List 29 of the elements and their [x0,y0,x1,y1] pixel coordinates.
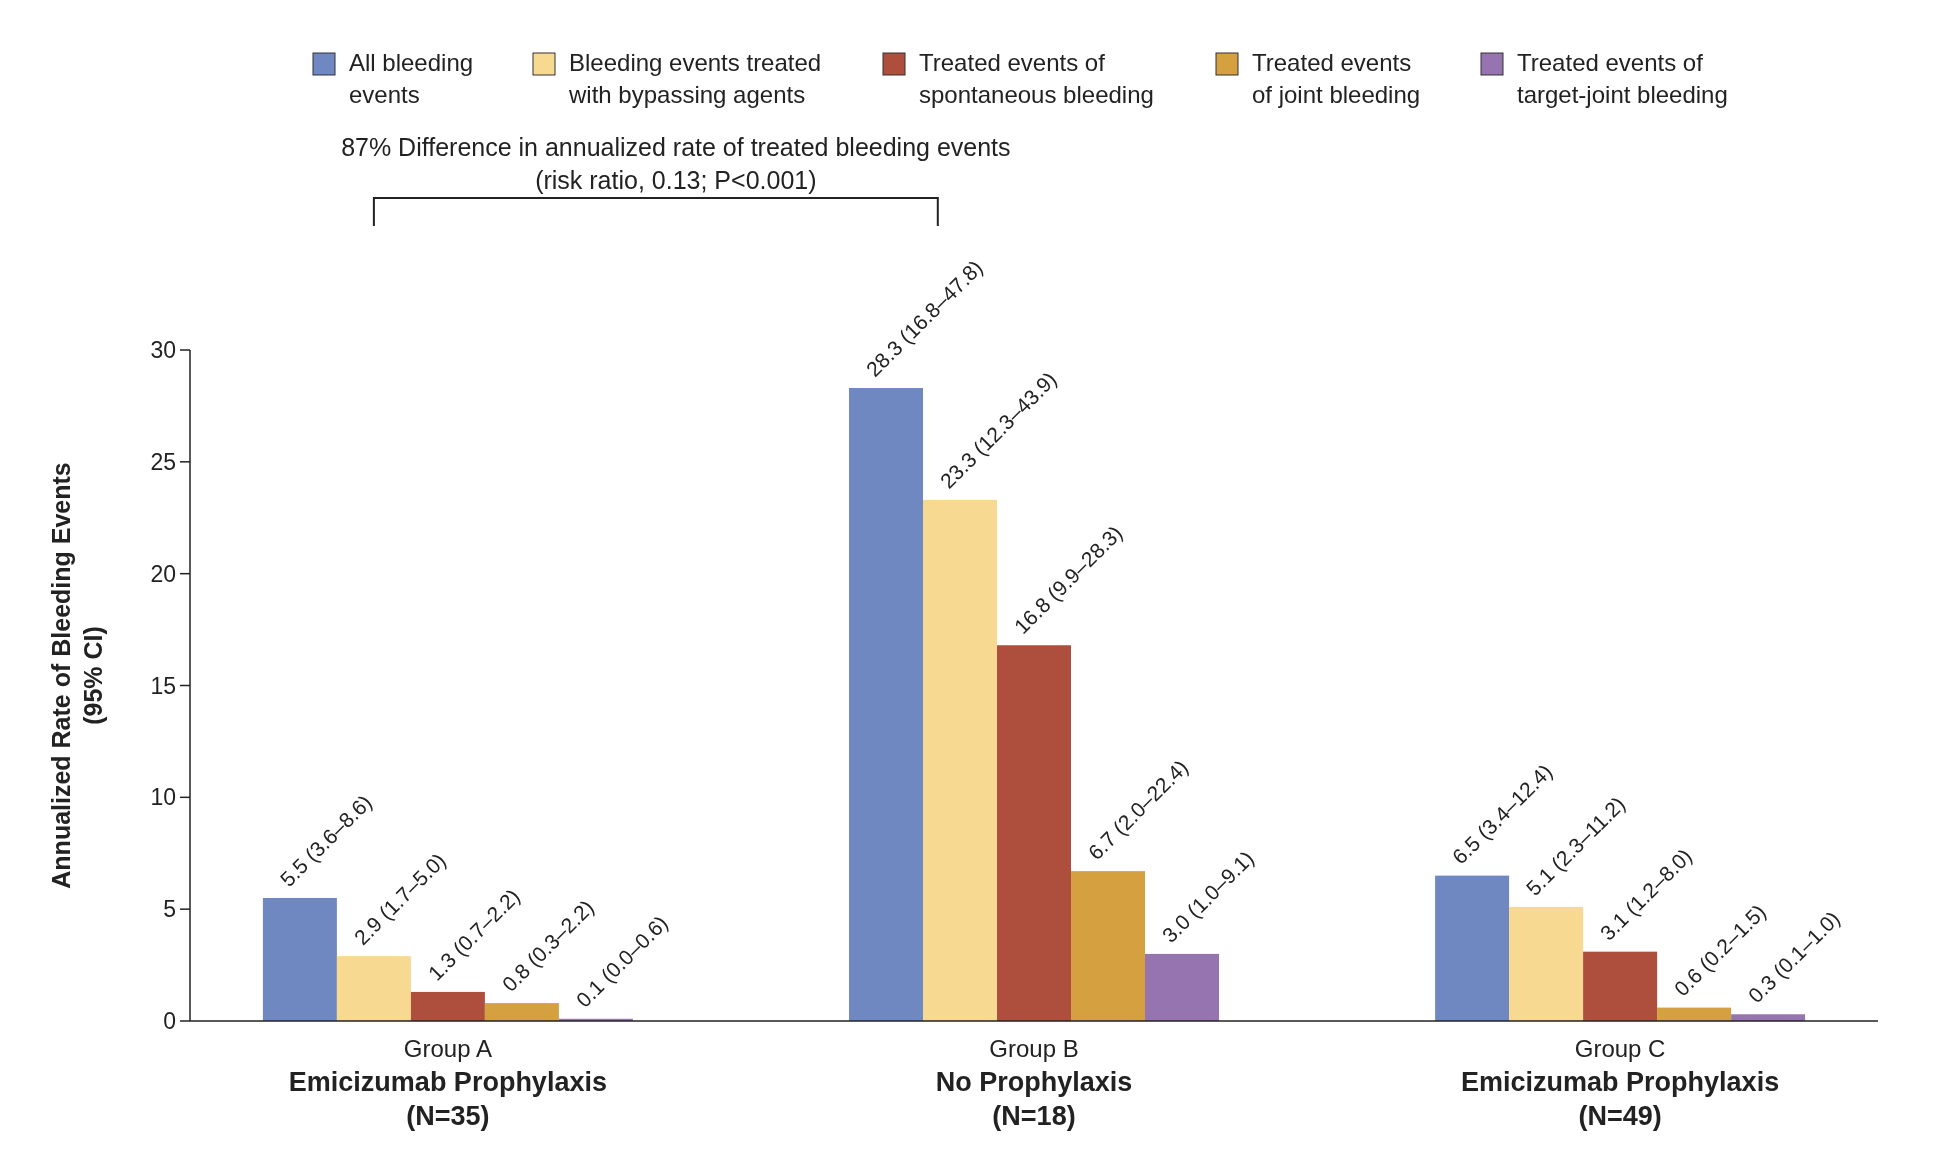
x-tick-label: Group B No Prophylaxis (N=18) [935,1035,1133,1131]
bar [336,956,411,1021]
bar [849,388,923,1021]
bar [410,991,485,1021]
bar [1145,953,1219,1021]
bar [997,645,1071,1021]
legend-label: Treated events of spontaneous bleeding [919,49,1154,108]
y-tick-label: 20 [150,560,176,587]
x-tick-label: Group C Emicizumab Prophylaxis (N=49) [1461,1035,1780,1131]
text: 87% Difference in annualized rate of treated bleeding events (risk ratio, 0.13; P<0.001) [341,133,1011,194]
y-tick-label: 25 [150,448,176,475]
legend-label: Treated events of joint bleeding [1252,49,1421,108]
bar [1435,875,1510,1021]
bar [1071,871,1145,1021]
y-tick-label: 5 [163,896,176,923]
x-tick-label: Group A Emicizumab Prophylaxis (N=35) [288,1035,607,1131]
bar [484,1003,559,1021]
bar [262,897,337,1021]
legend-label: Treated events of target-joint bleeding [1517,49,1728,108]
bar [1509,906,1584,1021]
y-tick-label: 15 [150,672,176,699]
legend-label: Bleeding events treated with bypassing agents [568,49,822,108]
bar [923,499,997,1021]
y-tick-label: 10 [150,784,176,811]
y-tick-label: 30 [150,337,176,364]
y-tick-label: 0 [163,1008,176,1035]
legend-label: All bleeding events [349,49,474,108]
y-axis-title: Annualized Rate of Bleeding Events (95% CI) [47,462,107,889]
bar [1583,951,1658,1021]
